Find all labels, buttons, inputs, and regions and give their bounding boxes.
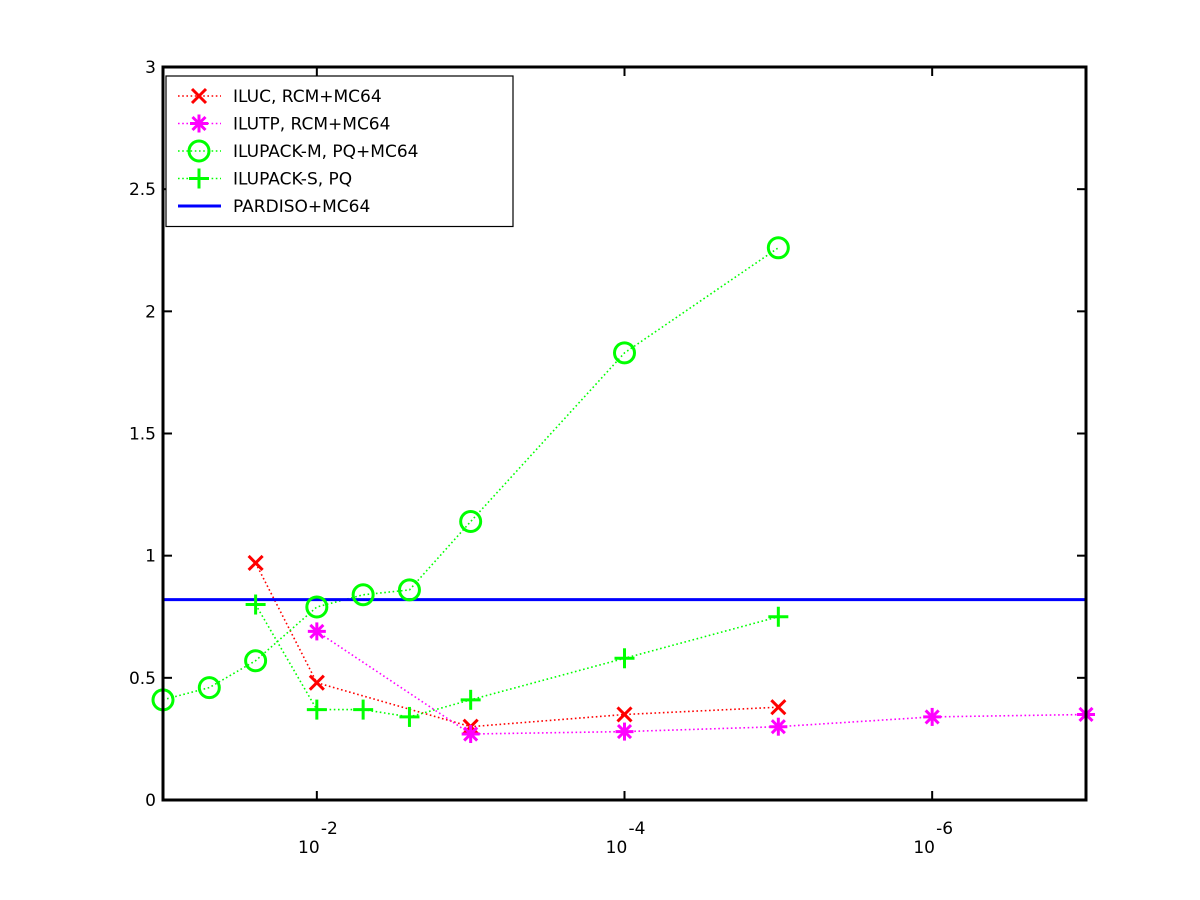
data-point-ilupack-m-pq-mc64-4 <box>305 595 329 619</box>
data-point-iluc-rcm-mc64-1 <box>247 554 264 572</box>
legend-label-ilupack-s-pq: ILUPACK-S, PQ <box>233 170 352 190</box>
x-tick-label-base: 10 <box>606 838 628 858</box>
y-tick-label: 1.5 <box>129 425 156 445</box>
legend-item-ilupack-m-pq-mc64: ILUPACK-M, PQ+MC64 <box>178 139 418 163</box>
data-point-ilutp-rcm-mc64-2 <box>461 725 480 744</box>
data-point-ilupack-m-pq-mc64-9 <box>766 236 790 260</box>
data-point-ilupack-s-pq-5 <box>460 689 481 710</box>
y-tick-label: 0.5 <box>129 669 156 689</box>
legend-marker-ilupack-s-pq <box>189 168 209 189</box>
data-point-ilupack-s-pq-7 <box>768 606 789 627</box>
legend-marker-iluc-rcm-mc64 <box>190 87 208 105</box>
data-point-ilutp-rcm-mc64-4 <box>769 717 788 736</box>
legend-marker-ilutp-rcm-mc64 <box>190 114 208 133</box>
legend: ILUC, RCM+MC64 ILUTP, RCM+MC64 ILUPACK-M, … <box>165 75 514 228</box>
data-point-ilupack-m-pq-mc64-8 <box>613 341 636 365</box>
data-point-ilupack-m-pq-mc64-5 <box>351 583 375 607</box>
data-point-ilupack-s-pq-3 <box>353 699 374 720</box>
x-tick-label-exponent: -4 <box>629 819 646 839</box>
data-point-ilupack-m-pq-mc64-3 <box>244 649 268 673</box>
x-tick-label-base: 10 <box>913 838 935 858</box>
legend-item-pardiso-mc64: PARDISO+MC64 <box>178 197 370 217</box>
data-point-ilutp-rcm-mc64-1 <box>307 622 326 641</box>
x-tick-label-exponent: -2 <box>321 819 338 839</box>
series-line-ilupack-m-pq-mc64 <box>162 247 779 701</box>
legend-label-ilutp-rcm-mc64: ILUTP, RCM+MC64 <box>233 115 390 135</box>
legend-label-ilupack-m-pq-mc64: ILUPACK-M, PQ+MC64 <box>233 142 418 162</box>
legend-item-ilutp-rcm-mc64: ILUTP, RCM+MC64 <box>178 114 390 135</box>
data-point-ilupack-s-pq-4 <box>399 706 420 727</box>
data-point-ilutp-rcm-mc64-3 <box>615 722 634 741</box>
data-point-ilupack-m-pq-mc64-7 <box>459 509 483 533</box>
series-line-ilutp-rcm-mc64 <box>316 630 1087 735</box>
y-tick-label: 2 <box>145 302 156 322</box>
data-point-ilupack-s-pq-1 <box>245 594 266 615</box>
x-tick-label-base: 10 <box>298 838 320 858</box>
legend-item-ilupack-s-pq: ILUPACK-S, PQ <box>178 168 352 190</box>
data-point-ilutp-rcm-mc64-5 <box>923 707 942 726</box>
data-point-ilupack-m-pq-mc64-2 <box>197 676 221 700</box>
y-tick-label: 3 <box>145 58 156 78</box>
y-tick-label: 1 <box>145 547 156 567</box>
legend-label-iluc-rcm-mc64: ILUC, RCM+MC64 <box>233 87 382 107</box>
data-point-ilupack-m-pq-mc64-6 <box>397 578 421 602</box>
y-tick-label: 0 <box>145 791 156 811</box>
legend-marker-ilupack-m-pq-mc64 <box>187 139 211 163</box>
data-point-iluc-rcm-mc64-4 <box>616 706 633 723</box>
data-point-ilupack-s-pq-2 <box>306 699 327 720</box>
data-point-iluc-rcm-mc64-2 <box>308 674 325 691</box>
x-tick-label-exponent: -6 <box>936 819 953 839</box>
data-point-iluc-rcm-mc64-5 <box>770 699 787 716</box>
legend-item-iluc-rcm-mc64: ILUC, RCM+MC64 <box>178 87 382 107</box>
data-point-ilupack-s-pq-6 <box>614 648 635 669</box>
y-tick-label: 2.5 <box>129 180 156 200</box>
legend-box <box>165 75 514 228</box>
legend-label-pardiso-mc64: PARDISO+MC64 <box>233 197 370 217</box>
